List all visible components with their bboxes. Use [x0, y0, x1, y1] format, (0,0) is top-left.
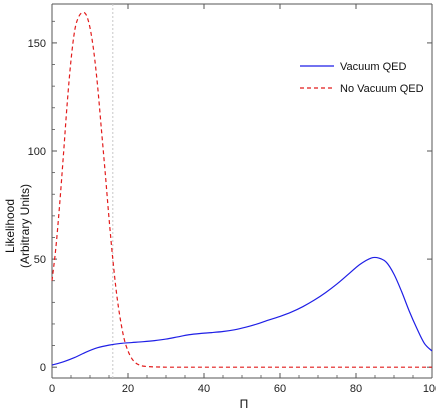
- x-axis-ticks: 0 20 40 60 80 100: [49, 4, 436, 395]
- x-tick-label: 20: [122, 383, 134, 395]
- x-tick-label: 80: [350, 383, 362, 395]
- y-axis-ticks: 0 50 100 150: [28, 20, 432, 374]
- y-tick-label: 50: [34, 254, 46, 266]
- y-axis-label-line-2: (Arbitrary Units): [18, 184, 32, 268]
- y-tick-label: 150: [28, 38, 46, 50]
- y-tick-label: 0: [40, 362, 46, 374]
- y-tick-label: 100: [28, 146, 46, 158]
- series-line-vacuum-qed: [51, 256, 433, 366]
- x-tick-label: 0: [49, 383, 55, 395]
- x-axis-label: Π: [240, 397, 249, 411]
- series-line-no-vacuum-qed: [51, 11, 432, 368]
- plot-frame: [51, 3, 433, 379]
- legend-label-no-vacuum-qed: No Vacuum QED: [340, 83, 424, 95]
- x-tick-label: 60: [274, 383, 286, 395]
- y-axis-label: Likelihood (Arbitrary Units): [3, 184, 32, 268]
- x-tick-label: 40: [198, 383, 210, 395]
- y-axis-label-line-1: Likelihood: [3, 199, 17, 253]
- legend-label-vacuum-qed: Vacuum QED: [340, 61, 406, 73]
- series-layer: [51, 11, 433, 368]
- legend: Vacuum QED No Vacuum QED: [300, 61, 424, 95]
- x-tick-label: 100: [423, 383, 436, 395]
